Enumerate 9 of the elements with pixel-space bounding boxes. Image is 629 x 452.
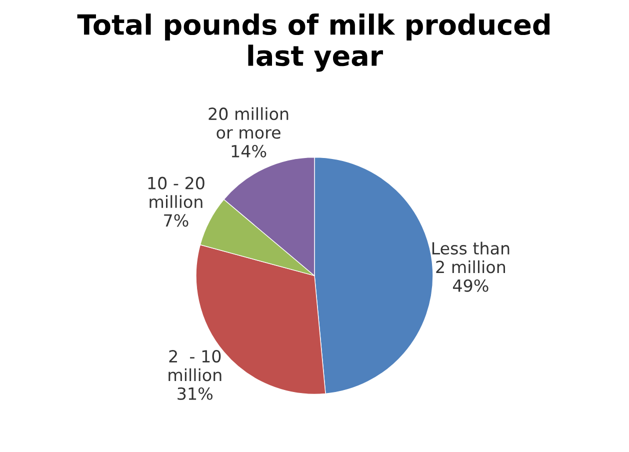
data-label: 14% — [232, 144, 266, 158]
data-label: 31% — [178, 387, 212, 400]
slice-label: 10 - 20 million — [148, 176, 204, 208]
slice-label: Less than 2 million — [432, 242, 510, 274]
slice-label: 20 million or more — [208, 107, 288, 139]
data-label: 49% — [452, 279, 488, 292]
chart-title: Total pounds of milk produced last year — [77, 14, 550, 72]
data-label: 7% — [164, 214, 188, 227]
slice-label: 2 - 10 million — [168, 350, 222, 382]
